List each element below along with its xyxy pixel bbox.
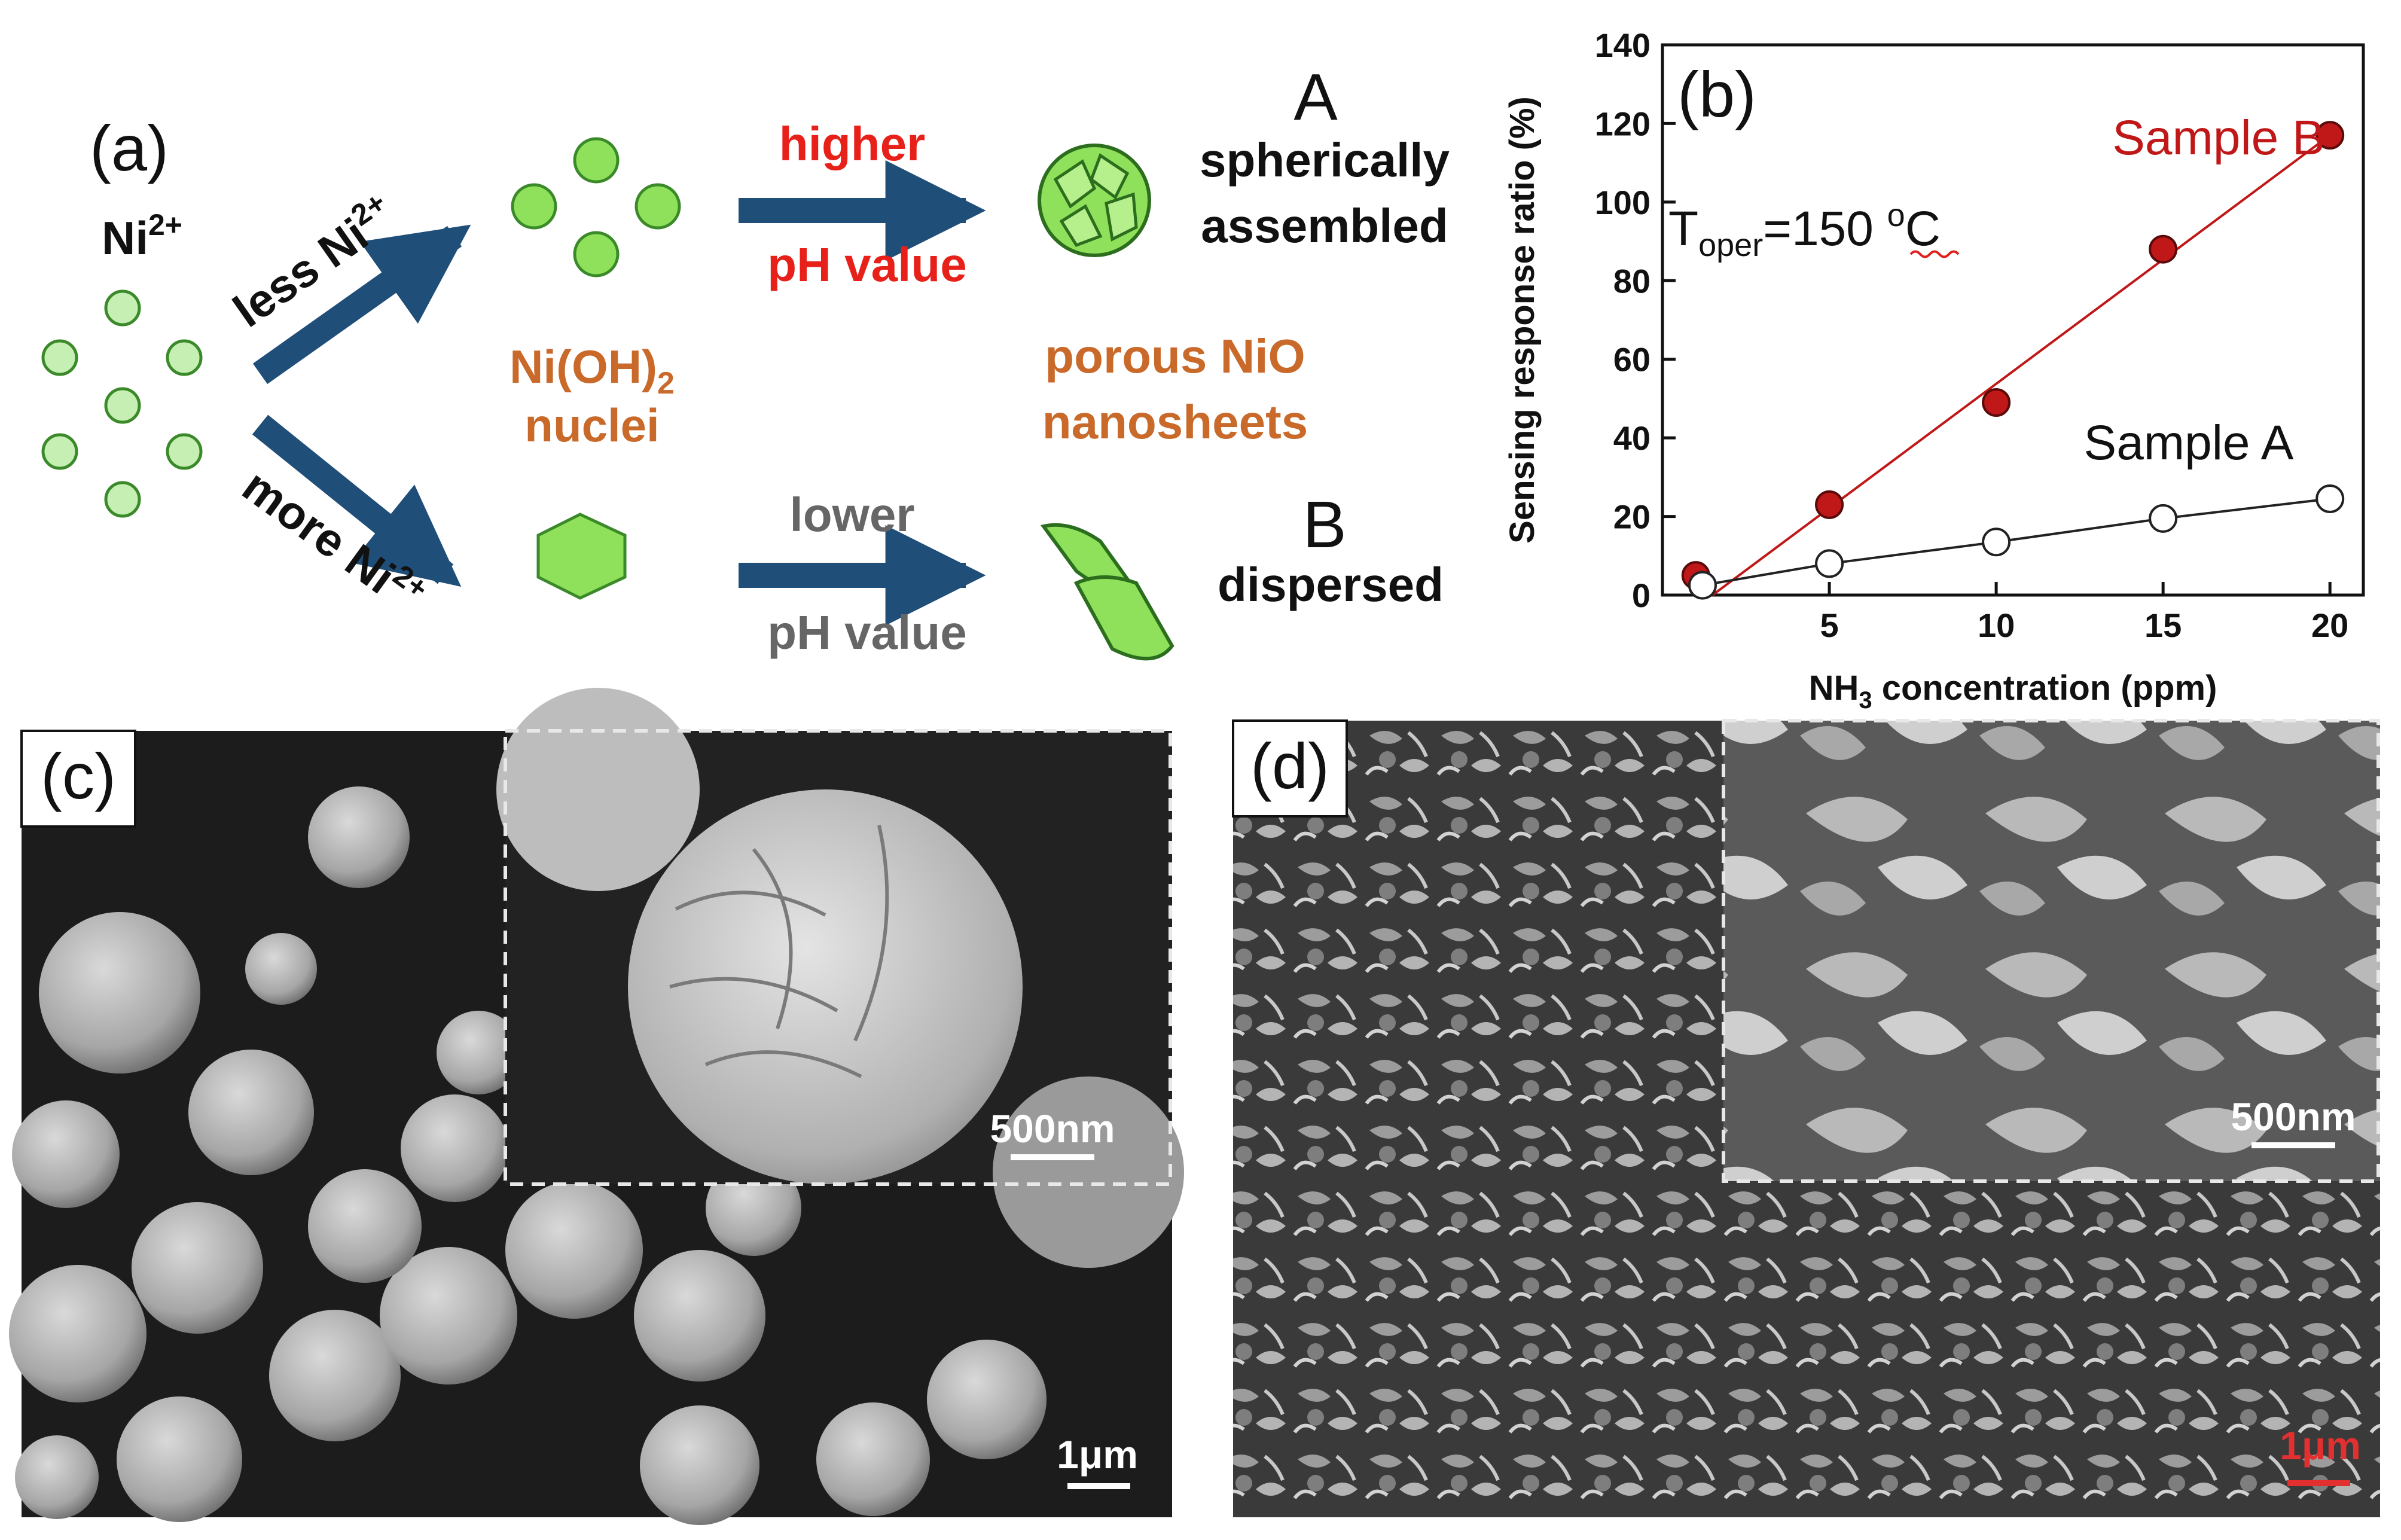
panel-d-label-box	[1232, 719, 1348, 818]
chart-axes: 0 20 40 60 80 100 120 140 5 10 15 20	[1595, 26, 2349, 644]
nuclei-cluster	[511, 137, 681, 277]
higher-ph-line1: higher	[779, 117, 925, 170]
chart-plot-frame	[1661, 43, 2365, 597]
sample-a-point	[2315, 484, 2345, 513]
sample-a-line1: spherically	[1200, 133, 1450, 187]
higher-ph-line2: pH value	[767, 238, 966, 291]
panel-c-label: (c)	[41, 740, 116, 812]
y-tick-label: 20	[1613, 498, 1651, 536]
panel-c-label-box	[20, 730, 136, 828]
y-tick-label: 40	[1613, 419, 1651, 457]
sample-a-point	[1688, 571, 1717, 600]
panel-d-inset-scale: 500nm	[2231, 1094, 2356, 1139]
sample-a-point	[1982, 527, 2011, 557]
x-axis-title: NH3 concentration (ppm)	[1809, 669, 2217, 713]
nanosphere-particles	[9, 786, 1047, 1525]
panel-a-schematic: (a) Ni2+ less Ni2+ more Ni2+ Ni(OH)2 nuc…	[41, 60, 1450, 661]
ion-label: Ni2+	[102, 208, 182, 264]
arrow-less-ni	[252, 224, 471, 385]
sample-a-line2: assembled	[1201, 199, 1448, 252]
sample-b-line1: dispersed	[1218, 558, 1444, 611]
y-tick-label: 0	[1632, 577, 1651, 614]
sample-b-letter: B	[1302, 488, 1346, 562]
panel-c-inset-border	[504, 729, 1172, 1186]
panel-c-inset-scale: 500nm	[990, 1106, 1115, 1151]
lower-ph-line1: lower	[790, 488, 915, 541]
panel-d-inset-border	[1722, 719, 2380, 1183]
sample-a-point	[2149, 504, 2178, 533]
nuclei-label-line2: nuclei	[524, 399, 659, 452]
ni-ion	[104, 289, 141, 327]
sample-b-point	[2315, 121, 2345, 150]
panel-d-label: (d)	[1250, 730, 1329, 802]
sample-b-point	[2149, 234, 2178, 264]
spellcheck-underline	[1909, 250, 1960, 258]
product-label-line2: nanosheets	[1042, 395, 1308, 449]
ni-ion	[166, 433, 203, 470]
nucleus	[573, 137, 620, 184]
path-top-label: less Ni2+	[222, 185, 405, 337]
x-tick-label: 15	[2144, 606, 2182, 644]
panel-c-sem: (c) 500nm 1μm	[9, 688, 1184, 1525]
product-label-line1: porous NiO	[1045, 330, 1305, 383]
sample-a-point	[1815, 549, 1844, 578]
sample-b-fit-line	[1711, 134, 2331, 596]
y-axis-title: Sensing response ratio (%)	[1503, 96, 1542, 544]
ni-ion	[41, 433, 78, 470]
legend-sample-a: Sample A	[2084, 416, 2294, 470]
sample-b-point	[1815, 490, 1844, 519]
y-tick-label: 60	[1613, 341, 1651, 379]
nucleus	[511, 183, 557, 230]
dispersed-sheets-icon	[1040, 523, 1174, 661]
panel-a-label: (a)	[90, 112, 169, 184]
ni-ion	[166, 339, 203, 376]
operating-temperature: Toper=150 oC	[1668, 197, 1941, 263]
nucleus	[573, 231, 620, 277]
ni-ion	[41, 339, 78, 376]
ni-ion	[104, 387, 141, 424]
legend-sample-b: Sample B	[2112, 111, 2325, 165]
spherical-assembly-icon	[1038, 144, 1151, 257]
panel-d-main-scale: 1μm	[2280, 1423, 2361, 1468]
ni-ion	[104, 481, 141, 518]
panel-d-sem: (d) 500nm 1μm	[1232, 719, 2380, 1517]
sample-a-line	[1702, 498, 2330, 587]
panel-d-inset	[1723, 721, 2380, 1181]
sample-b-point	[1982, 388, 2011, 417]
ni-ions	[41, 289, 203, 518]
chart-series: Sample B Sample A	[1681, 111, 2345, 600]
y-tick-label: 100	[1595, 184, 1651, 221]
y-tick-label: 140	[1595, 26, 1651, 64]
hexagonal-nucleus	[536, 513, 627, 600]
arrow-more-ni	[252, 414, 462, 587]
y-tick-label: 120	[1595, 105, 1651, 142]
lower-ph-line2: pH value	[767, 606, 966, 659]
sample-a-letter: A	[1293, 60, 1338, 134]
x-tick-label: 10	[1978, 606, 2015, 644]
nucleus	[634, 183, 681, 230]
x-tick-label: 20	[2311, 606, 2348, 644]
x-tick-label: 5	[1820, 606, 1838, 644]
y-tick-label: 80	[1613, 262, 1651, 300]
panel-b-label: (b)	[1677, 58, 1756, 130]
nuclei-label: Ni(OH)2	[510, 340, 675, 401]
panel-c-main-scale: 1μm	[1057, 1432, 1138, 1477]
